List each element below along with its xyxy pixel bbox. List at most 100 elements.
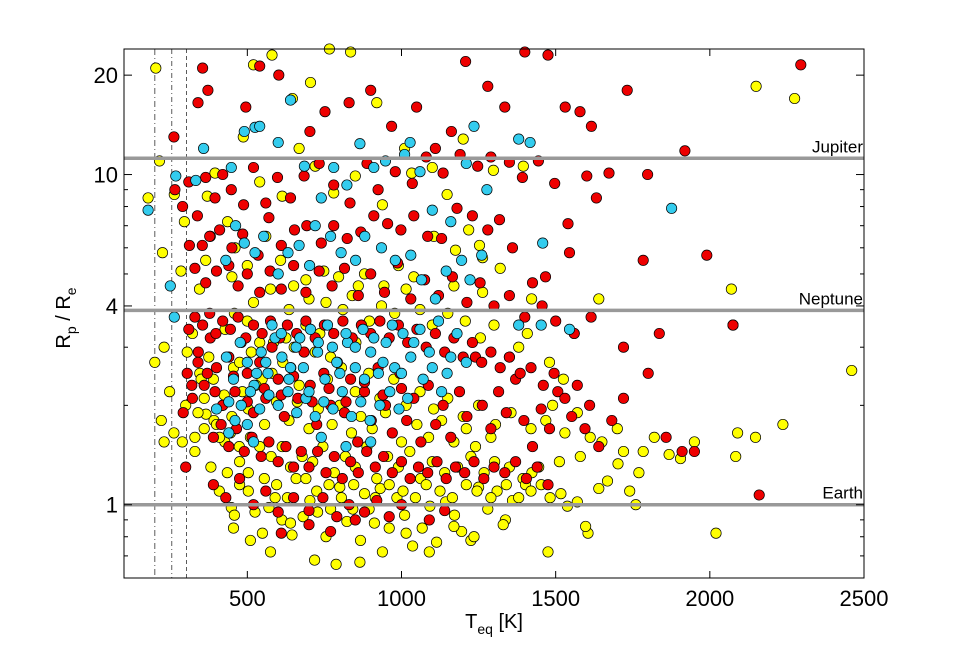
data-point-series-1 bbox=[407, 540, 419, 552]
data-point-series-3 bbox=[334, 367, 346, 379]
data-point-series-1 bbox=[271, 479, 283, 491]
data-point-series-1 bbox=[284, 517, 297, 529]
data-point-series-2 bbox=[482, 224, 494, 236]
data-point-series-2 bbox=[584, 399, 596, 411]
data-point-series-2 bbox=[412, 461, 425, 473]
data-point-series-3 bbox=[319, 373, 331, 385]
data-point-series-1 bbox=[574, 450, 586, 463]
data-point-series-3 bbox=[365, 346, 377, 358]
data-point-series-1 bbox=[221, 467, 233, 479]
data-point-series-1 bbox=[400, 527, 412, 539]
data-point-series-3 bbox=[345, 410, 358, 423]
data-point-series-2 bbox=[543, 423, 556, 435]
y-axis-label-a-sub: p bbox=[63, 326, 79, 334]
data-point-series-3 bbox=[350, 254, 362, 266]
data-point-series-2 bbox=[406, 177, 418, 189]
data-point-series-1 bbox=[158, 341, 170, 353]
data-point-series-2 bbox=[361, 445, 373, 458]
x-axis-label-unit: [K] bbox=[493, 611, 523, 633]
data-point-series-1 bbox=[399, 509, 411, 521]
data-point-series-2 bbox=[234, 473, 246, 485]
data-point-series-3 bbox=[476, 249, 488, 261]
data-point-series-3 bbox=[481, 184, 493, 196]
data-point-series-1 bbox=[547, 399, 559, 411]
data-point-series-1 bbox=[256, 527, 268, 539]
data-point-series-1 bbox=[189, 431, 201, 443]
data-point-series-2 bbox=[688, 445, 700, 458]
data-point-series-2 bbox=[200, 277, 212, 289]
data-point-series-2 bbox=[220, 492, 232, 504]
data-point-series-2 bbox=[275, 283, 287, 295]
data-point-series-1 bbox=[612, 458, 624, 470]
data-point-series-2 bbox=[430, 418, 442, 431]
data-point-series-3 bbox=[304, 260, 316, 272]
data-point-series-2 bbox=[642, 168, 654, 181]
data-point-series-1 bbox=[368, 517, 380, 529]
data-point-series-2 bbox=[210, 265, 223, 277]
data-point-series-2 bbox=[345, 456, 357, 468]
data-point-series-1 bbox=[266, 49, 278, 61]
data-point-series-1 bbox=[526, 293, 538, 305]
data-point-series-3 bbox=[468, 120, 480, 132]
data-point-series-3 bbox=[423, 346, 435, 358]
data-point-series-3 bbox=[335, 247, 347, 259]
data-point-series-2 bbox=[177, 407, 189, 419]
data-point-series-1 bbox=[320, 296, 332, 308]
data-point-series-3 bbox=[235, 399, 247, 411]
data-point-series-2 bbox=[485, 346, 497, 358]
data-point-series-3 bbox=[241, 356, 253, 368]
data-point-series-3 bbox=[290, 341, 302, 353]
data-point-series-1 bbox=[426, 161, 438, 174]
data-point-series-1 bbox=[258, 473, 270, 485]
data-point-series-3 bbox=[325, 230, 337, 242]
data-point-series-2 bbox=[358, 386, 371, 398]
data-point-series-1 bbox=[448, 509, 461, 521]
data-point-series-2 bbox=[352, 467, 364, 479]
data-point-series-1 bbox=[354, 556, 366, 568]
data-point-series-2 bbox=[574, 106, 586, 118]
data-point-series-2 bbox=[516, 171, 528, 183]
data-point-series-1 bbox=[446, 492, 458, 504]
data-point-series-1 bbox=[456, 525, 468, 538]
data-point-series-1 bbox=[488, 319, 500, 331]
data-point-series-2 bbox=[169, 184, 181, 196]
data-point-series-2 bbox=[358, 506, 371, 518]
data-point-series-1 bbox=[354, 534, 367, 546]
data-point-series-2 bbox=[313, 265, 325, 277]
data-point-series-2 bbox=[617, 392, 630, 404]
data-point-series-2 bbox=[563, 247, 576, 259]
data-point-series-1 bbox=[416, 522, 428, 534]
data-point-series-3 bbox=[283, 373, 295, 385]
data-point-series-2 bbox=[559, 392, 571, 404]
data-point-series-2 bbox=[535, 403, 547, 415]
data-point-series-3 bbox=[220, 254, 232, 266]
data-point-series-2 bbox=[411, 101, 423, 113]
data-point-series-2 bbox=[328, 450, 340, 463]
data-point-series-2 bbox=[679, 145, 691, 157]
data-point-series-2 bbox=[795, 59, 807, 71]
data-point-series-3 bbox=[436, 386, 448, 398]
y-tick-label: 10 bbox=[94, 163, 118, 188]
data-point-series-1 bbox=[345, 427, 358, 439]
data-point-series-2 bbox=[341, 232, 353, 245]
data-point-series-2 bbox=[499, 467, 511, 479]
data-point-series-2 bbox=[499, 101, 511, 113]
data-point-series-3 bbox=[272, 268, 284, 280]
data-point-series-3 bbox=[349, 362, 361, 374]
data-point-series-1 bbox=[459, 315, 471, 327]
data-point-series-1 bbox=[593, 293, 605, 305]
data-point-series-1 bbox=[460, 423, 472, 435]
data-point-series-2 bbox=[395, 382, 408, 395]
data-point-series-2 bbox=[603, 167, 615, 179]
data-point-series-3 bbox=[341, 179, 353, 191]
data-point-series-2 bbox=[272, 456, 284, 468]
data-point-series-3 bbox=[374, 399, 386, 411]
data-point-series-1 bbox=[293, 142, 305, 154]
data-point-series-3 bbox=[326, 341, 338, 353]
data-point-series-2 bbox=[303, 461, 315, 473]
data-point-series-2 bbox=[539, 271, 552, 283]
data-point-series-1 bbox=[400, 283, 412, 295]
data-point-series-1 bbox=[200, 254, 212, 266]
data-point-series-2 bbox=[202, 84, 214, 96]
